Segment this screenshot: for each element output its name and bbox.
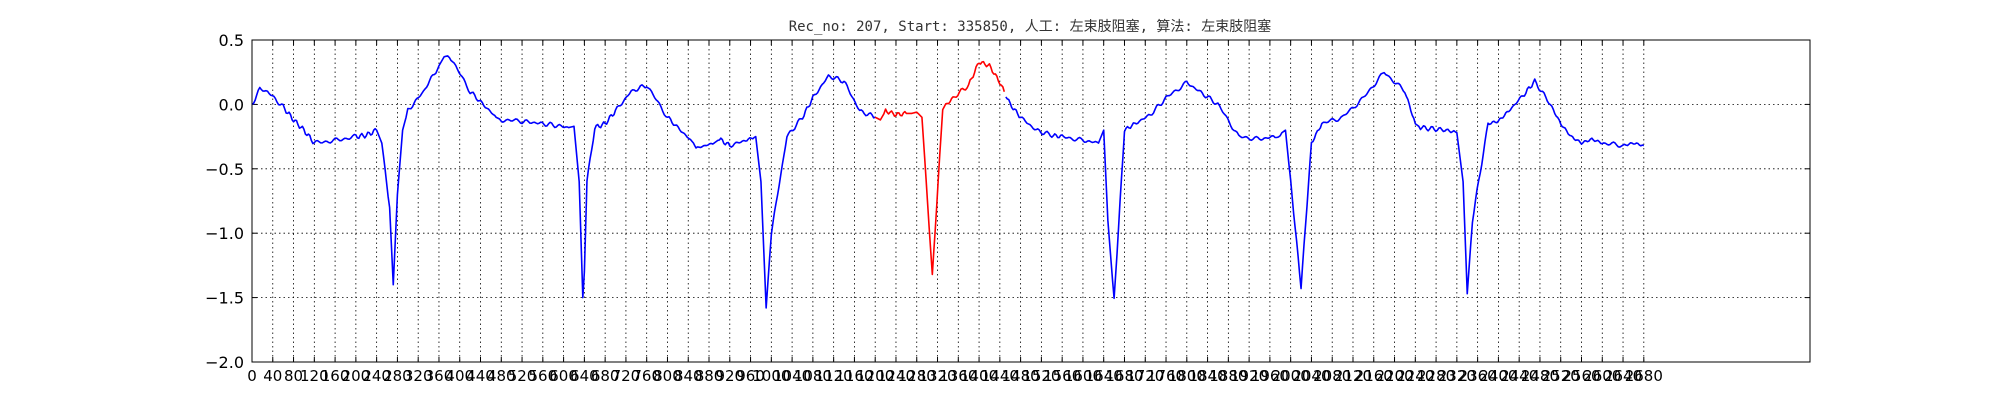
x-tick-label: 40 — [263, 367, 282, 385]
x-tick-label: 2120 — [1334, 367, 1372, 385]
y-tick-label: −0.5 — [205, 160, 244, 179]
x-tick-label: 600 — [549, 367, 578, 385]
x-tick-label: 1200 — [856, 367, 894, 385]
y-tick-label: −1.0 — [205, 224, 244, 243]
x-tick-label: 2680 — [1625, 367, 1663, 385]
x-tick-label: 2040 — [1292, 367, 1330, 385]
x-tick-label: 800 — [653, 367, 682, 385]
x-tick-label: 1960 — [1251, 367, 1289, 385]
y-axis: 0.5 0.0 −0.5 −1.0 −1.5 −2.0 — [205, 31, 1810, 372]
grid — [252, 39, 1810, 363]
x-tick-label: 2080 — [1313, 367, 1351, 385]
x-tick-label: 480 — [487, 367, 516, 385]
x-tick-label: 120 — [300, 367, 329, 385]
x-tick-label: 360 — [425, 367, 454, 385]
y-tick-label: −1.5 — [205, 289, 244, 308]
x-tick-label: 1600 — [1064, 367, 1102, 385]
x-tick-label: 760 — [632, 367, 661, 385]
x-tick-label: 320 — [404, 367, 433, 385]
x-tick-label: 520 — [508, 367, 537, 385]
x-tick-label: 1240 — [877, 367, 915, 385]
x-tick-label: 880 — [695, 367, 724, 385]
x-tick-label: 200 — [342, 367, 371, 385]
x-tick-label: 640 — [570, 367, 599, 385]
x-tick-label: 1080 — [794, 367, 832, 385]
x-tick-label: 560 — [529, 367, 558, 385]
x-tick-label: 960 — [736, 367, 765, 385]
x-tick-label: 1840 — [1188, 367, 1226, 385]
x-tick-label: 840 — [674, 367, 703, 385]
x-tick-label: 1480 — [1002, 367, 1040, 385]
signal-line-highlight — [874, 60, 1006, 276]
y-tick-label: 0.5 — [219, 31, 244, 50]
y-tick-label: −2.0 — [205, 353, 244, 372]
chart-title: Rec_no: 207, Start: 335850, 人工: 左束肢阻塞, 算… — [789, 18, 1272, 35]
x-tick-label: 1720 — [1126, 367, 1164, 385]
x-tick-label: 2200 — [1375, 367, 1413, 385]
x-tick-label: 1640 — [1085, 367, 1123, 385]
x-tick-label: 2480 — [1521, 367, 1559, 385]
x-tick-label: 1440 — [981, 367, 1019, 385]
x-tick-label: 2320 — [1438, 367, 1476, 385]
signal-line-after — [1005, 71, 1645, 300]
x-tick-label: 240 — [362, 367, 391, 385]
x-tick-label: 1680 — [1105, 367, 1143, 385]
x-tick-label: 2640 — [1604, 367, 1642, 385]
x-tick-label: 2280 — [1417, 367, 1455, 385]
plot-frame — [251, 39, 1811, 363]
x-tick-label: 2360 — [1459, 367, 1497, 385]
x-tick-label: 2520 — [1542, 367, 1580, 385]
x-axis: 0 40 8012016020024028032036040044048052056… — [247, 40, 1663, 385]
x-tick-label: 1760 — [1147, 367, 1185, 385]
x-tick-label: 440 — [466, 367, 495, 385]
x-tick-label: 920 — [715, 367, 744, 385]
x-tick-label: 680 — [591, 367, 620, 385]
x-tick-label: 2400 — [1479, 367, 1517, 385]
x-tick-label: 2160 — [1355, 367, 1393, 385]
y-tick-label: 0.0 — [219, 95, 244, 114]
x-tick-label: 2440 — [1500, 367, 1538, 385]
signal-series — [251, 55, 1645, 309]
x-tick-label: 1920 — [1230, 367, 1268, 385]
signal-line-before — [251, 55, 876, 309]
x-tick-label: 2240 — [1396, 367, 1434, 385]
x-tick-label: 1040 — [773, 367, 811, 385]
x-tick-label: 1400 — [960, 367, 998, 385]
x-tick-label: 160 — [321, 367, 350, 385]
x-tick-label: 1800 — [1168, 367, 1206, 385]
x-tick-label: 1120 — [815, 367, 853, 385]
x-tick-label: 1160 — [835, 367, 873, 385]
x-tick-label: 1560 — [1043, 367, 1081, 385]
x-tick-label: 1320 — [918, 367, 956, 385]
x-tick-label: 1880 — [1209, 367, 1247, 385]
x-tick-label: 0 — [247, 367, 257, 385]
x-tick-label: 2000 — [1272, 367, 1310, 385]
x-tick-label: 280 — [383, 367, 412, 385]
x-tick-label: 80 — [284, 367, 303, 385]
x-tick-label: 2600 — [1583, 367, 1621, 385]
x-tick-label: 1280 — [898, 367, 936, 385]
x-tick-label: 720 — [612, 367, 641, 385]
x-tick-label: 2560 — [1562, 367, 1600, 385]
x-tick-label: 400 — [445, 367, 474, 385]
x-tick-label: 1000 — [752, 367, 790, 385]
x-tick-label: 1360 — [939, 367, 977, 385]
x-tick-label: 1520 — [1022, 367, 1060, 385]
